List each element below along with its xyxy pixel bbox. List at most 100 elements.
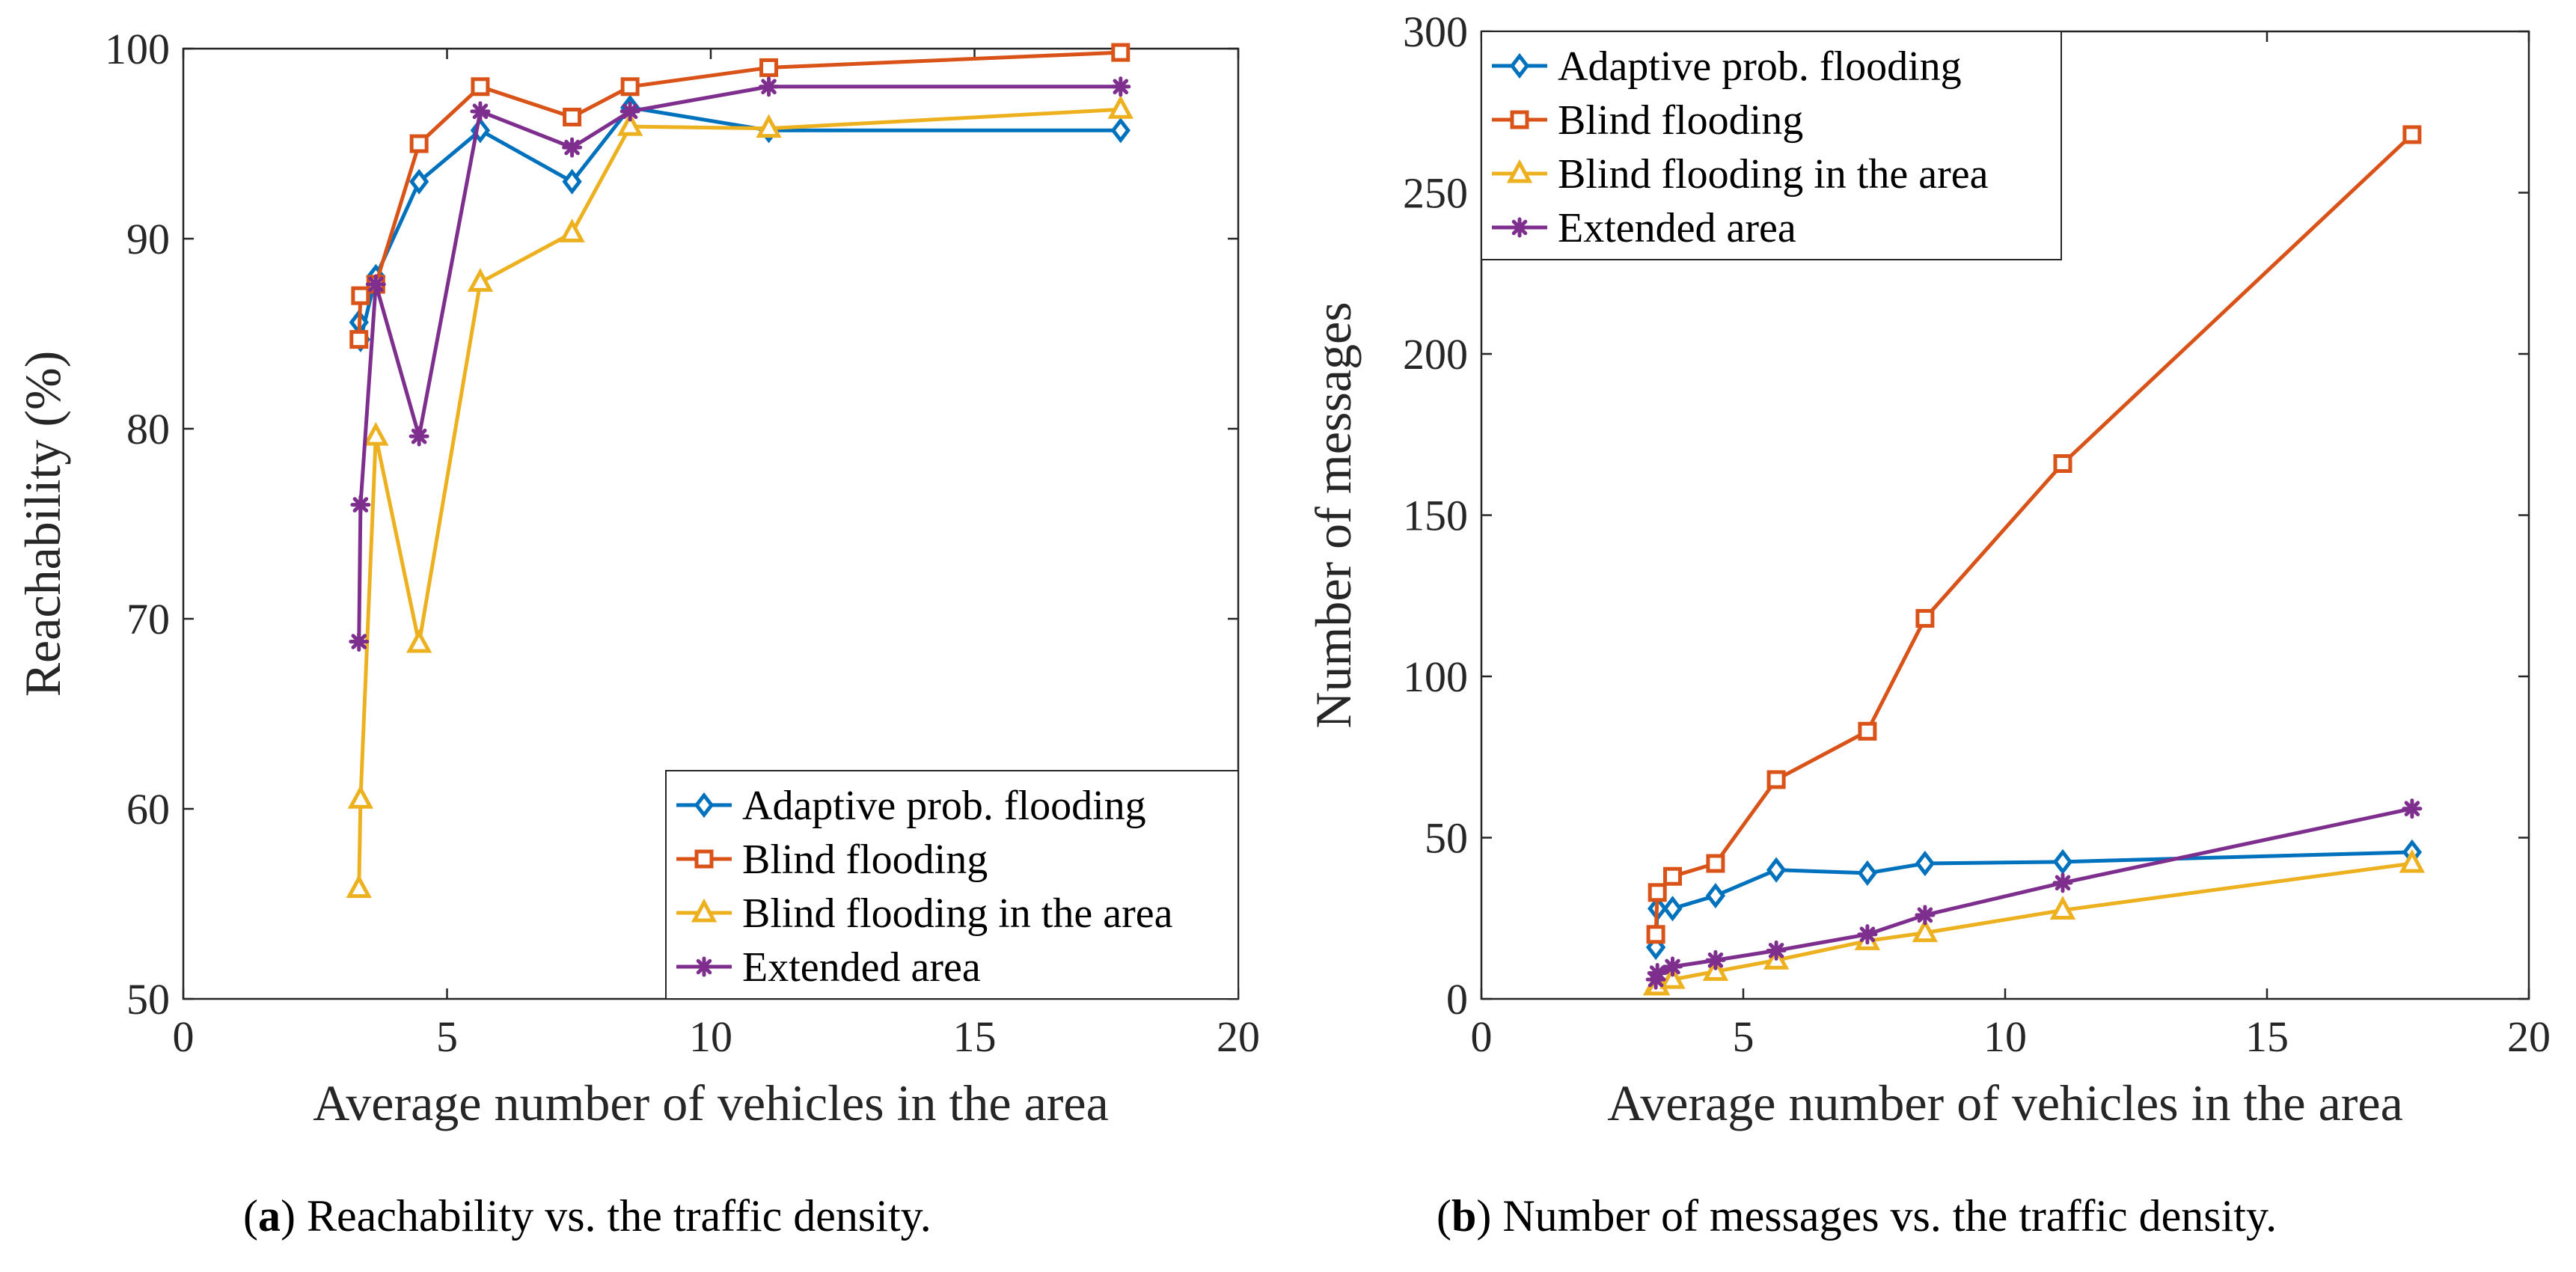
data-point	[346, 874, 372, 899]
data-point	[365, 274, 386, 295]
marker-star-stroke	[1113, 79, 1129, 95]
data-point	[406, 629, 432, 653]
data-point	[1648, 883, 1667, 902]
marker-star-stroke	[472, 103, 489, 120]
legend-label: Extended area	[1558, 205, 1796, 251]
data-point	[2052, 872, 2073, 893]
y-tick-label: 200	[1403, 330, 1468, 379]
x-tick-label: 15	[2245, 1012, 2289, 1061]
chart-a: 0 5 10 15 20 50 60 70 80 90 100 Average number of v…	[14, 25, 1260, 1241]
legend-label: Blind flooding in the area	[742, 890, 1173, 937]
data-point	[351, 286, 370, 305]
data-point	[347, 785, 374, 809]
legend-marker	[1509, 217, 1530, 238]
data-point	[1858, 721, 1877, 741]
data-point	[1705, 950, 1726, 970]
data-point	[2053, 454, 2072, 474]
caption-paren-open: (	[1437, 1191, 1451, 1241]
legend-box	[665, 770, 1239, 1000]
y-tick-label: 80	[126, 405, 170, 453]
x-axis-label: Average number of vehicles in the area	[1607, 1074, 2403, 1131]
x-tick-label: 0	[1471, 1012, 1493, 1061]
data-point	[1110, 76, 1131, 97]
caption: (b) Number of messages vs. the traffic d…	[1437, 1191, 2277, 1241]
caption: (a) Reachability vs. the traffic density…	[243, 1191, 931, 1241]
data-point	[471, 77, 490, 97]
data-point	[470, 101, 491, 122]
legend-label: Extended area	[742, 944, 981, 991]
legend-marker	[694, 849, 714, 869]
data-point	[1857, 924, 1878, 945]
legend-label: Adaptive prob. flooding	[742, 783, 1146, 829]
marker-star-stroke	[1665, 958, 1680, 975]
marker-star-stroke	[761, 79, 777, 95]
marker-star-stroke	[1707, 953, 1724, 968]
legend-label: Blind flooding in the area	[1558, 151, 1989, 198]
legend-marker	[1510, 110, 1529, 129]
data-point	[2402, 125, 2422, 144]
data-point	[2399, 848, 2426, 873]
legend-marker	[1509, 52, 1530, 79]
series-line	[1653, 807, 2413, 980]
marker-star-stroke	[1511, 219, 1528, 236]
data-point	[1912, 918, 1939, 943]
caption-paren-open: (	[243, 1191, 258, 1241]
x-tick-label: 10	[689, 1012, 732, 1061]
data-point	[1662, 896, 1683, 922]
data-point	[349, 631, 370, 652]
legend-marker	[694, 792, 715, 819]
y-tick-label: 50	[126, 975, 170, 1024]
data-point	[563, 107, 582, 126]
series-extended-area	[349, 76, 1131, 652]
data-point	[2052, 848, 2073, 875]
marker-star-stroke	[352, 497, 369, 513]
y-tick-label: 100	[1403, 652, 1468, 701]
legend-label: Blind flooding	[742, 837, 988, 883]
marker-star-stroke	[1859, 926, 1876, 943]
marker-star-stroke	[622, 103, 638, 120]
series-line	[357, 85, 1121, 642]
data-point	[1662, 956, 1683, 977]
data-point	[1915, 850, 1936, 877]
data-point	[620, 77, 640, 97]
y-axis-label: Reachability (%)	[14, 351, 71, 697]
data-point	[1706, 854, 1725, 873]
data-point	[1766, 770, 1786, 789]
data-point	[1659, 964, 1686, 989]
caption-letter: a	[258, 1191, 281, 1241]
legend: Adaptive prob. flooding Blind flooding Bli…	[1481, 31, 2062, 260]
data-point	[1647, 963, 1668, 984]
marker-star-stroke	[411, 428, 427, 444]
data-point	[759, 58, 779, 77]
data-point	[759, 76, 780, 97]
marker-star-stroke	[351, 634, 367, 649]
series-blind-flooding	[1646, 125, 2422, 944]
data-point	[2049, 896, 2076, 920]
legend-label: Blind flooding	[1558, 97, 1803, 144]
data-point	[1766, 857, 1787, 883]
data-point	[409, 426, 429, 447]
legend-box	[1481, 31, 2062, 260]
y-tick-label: 50	[1425, 814, 1468, 863]
legend-marker	[691, 898, 718, 923]
series-extended-area	[1645, 798, 2423, 990]
marker-star-stroke	[696, 958, 712, 975]
marker-star-stroke	[1768, 943, 1784, 958]
data-point	[1110, 117, 1131, 144]
series-adaptive-prob-flooding	[349, 94, 1131, 352]
legend: Adaptive prob. flooding Blind flooding Bli…	[665, 770, 1239, 1000]
data-point	[1646, 925, 1665, 944]
x-axis-label: Average number of vehicles in the area	[313, 1074, 1109, 1131]
data-point	[1663, 866, 1682, 886]
data-point	[1915, 608, 1935, 628]
legend-marker	[694, 956, 715, 977]
y-tick-label: 90	[126, 215, 170, 263]
y-tick-label: 0	[1446, 975, 1468, 1024]
caption-text-body: ) Reachability vs. the traffic density.	[281, 1191, 931, 1241]
series-blind-flooding-in-the-area	[346, 95, 1133, 899]
x-tick-label: 0	[173, 1012, 195, 1061]
data-point	[467, 268, 494, 292]
series-adaptive-prob-flooding	[1645, 839, 2423, 961]
data-point	[1111, 43, 1131, 62]
